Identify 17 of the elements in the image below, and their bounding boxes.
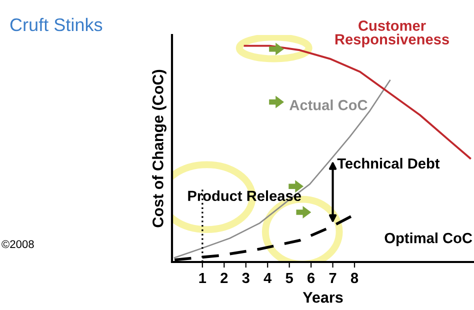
x-tick-label: 8: [350, 272, 358, 284]
x-tick-label: 7: [329, 272, 336, 283]
y-axis-title: Cost of Change (CoC): [152, 70, 166, 228]
ref-line-label: Product Release: [188, 190, 301, 202]
x-axis-title: Years: [302, 292, 343, 303]
chart-title: Cruft Stinks: [10, 18, 102, 32]
series-label: Actual CoC: [290, 100, 368, 110]
x-tick-label: 6: [308, 272, 315, 284]
x-tick-label: 1: [199, 272, 206, 283]
series-label: Customer Responsiveness: [335, 20, 449, 48]
x-tick-label: 3: [242, 272, 250, 284]
x-tick-label: 2: [220, 272, 228, 283]
text: Optimal CoC: [384, 232, 472, 246]
annotation: Technical Debt: [337, 158, 440, 169]
x-tick-label: 5: [286, 272, 293, 284]
x-tick-label: 4: [264, 272, 272, 283]
text: ©2008: [2, 240, 34, 248]
